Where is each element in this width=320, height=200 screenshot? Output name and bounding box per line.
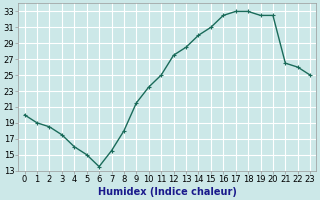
X-axis label: Humidex (Indice chaleur): Humidex (Indice chaleur) <box>98 187 237 197</box>
